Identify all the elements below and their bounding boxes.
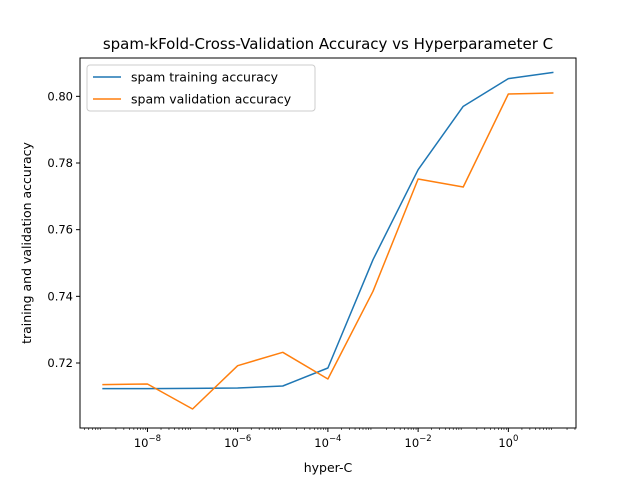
y-axis: 0.72 0.74 0.76 0.78 0.80: [47, 89, 80, 370]
plot-frame: [79, 57, 577, 429]
series-lines: [102, 71, 554, 410]
legend: spam training accuracy spam validation ac…: [86, 64, 316, 112]
x-tick-label: 100: [498, 434, 518, 450]
x-axis: 10−8 10−6 10−4 10−2 100: [84, 428, 576, 450]
x-tick-label: 10−2: [405, 434, 432, 450]
y-tick-label: 0.74: [47, 289, 73, 303]
plot-area: 10−8 10−6 10−4 10−2 100 0.72 0.74 0.76 0.78 0.80: [47, 57, 577, 450]
series-line-validation: [102, 92, 554, 410]
x-tick-label: 10−8: [134, 434, 161, 450]
y-tick-label: 0.78: [47, 156, 73, 170]
y-tick-label: 0.72: [47, 356, 73, 370]
legend-label: spam training accuracy: [131, 70, 279, 85]
x-axis-label: hyper-C: [304, 460, 353, 475]
chart-title: spam-kFold-Cross-Validation Accuracy vs …: [103, 35, 553, 53]
y-tick-label: 0.76: [47, 223, 73, 237]
y-axis-label: training and validation accuracy: [19, 142, 34, 344]
x-tick-label: 10−6: [224, 434, 251, 450]
x-tick-label: 10−4: [314, 434, 341, 450]
y-tick-label: 0.80: [47, 89, 73, 103]
legend-box: [86, 64, 316, 112]
legend-label: spam validation accuracy: [131, 92, 292, 107]
series-line-training: [102, 71, 554, 390]
